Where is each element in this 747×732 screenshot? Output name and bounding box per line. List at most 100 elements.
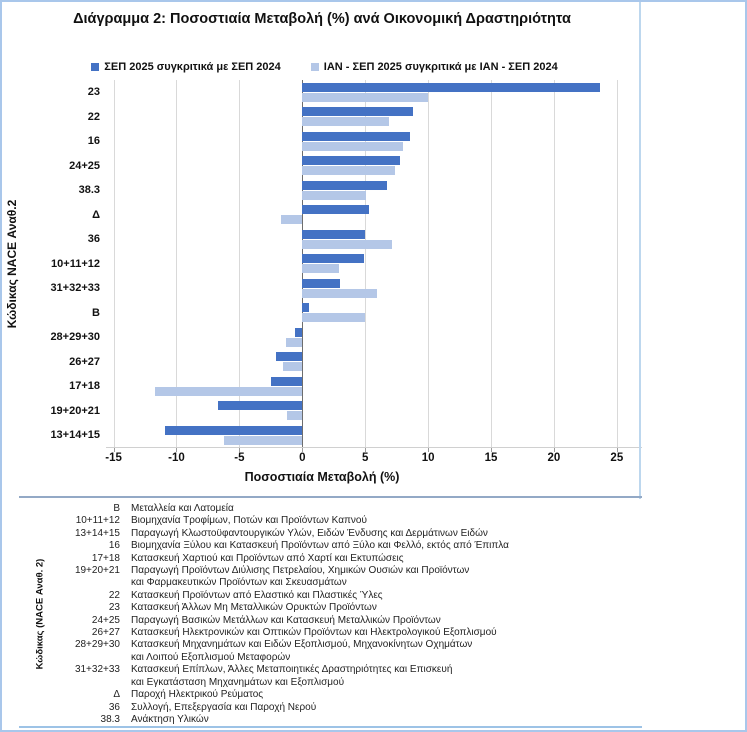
- legend-marker-dark-blue-icon: [91, 63, 100, 71]
- table-row: 24+25 Παραγωγή Βασικών Μετάλλων και Κατασ…: [58, 615, 678, 627]
- gridline: [491, 80, 492, 447]
- table-row: 26+27 Κατασκευή Ηλεκτρονικών και Οπτικών …: [58, 627, 678, 639]
- table-description-line: Παραγωγή Κλωστοϋφαντουργικών Υλών, Ειδών…: [131, 527, 488, 539]
- table-description-cell: Βιομηχανία Τροφίμων, Ποτών και Προϊόντων…: [131, 515, 367, 527]
- table-code-cell: 10+11+12: [75, 515, 120, 527]
- table-description-cell: Κατασκευή Χαρτιού και Προϊόντων από Χαρτ…: [131, 553, 404, 565]
- table-row: 22 Κατασκευή Προϊόντων από Ελαστικό και Π…: [58, 590, 678, 602]
- category-row-38.3: [106, 178, 642, 203]
- category-label-17+18: 17+18: [69, 380, 100, 393]
- table-code-cell: B: [113, 503, 120, 514]
- table-description-line: Κατασκευή Προϊόντων από Ελαστικό και Πλα…: [131, 589, 383, 601]
- x-tick-mark: [113, 448, 115, 452]
- table-code-cell: 17+18: [91, 552, 120, 564]
- zero-axis-line: [302, 80, 304, 447]
- table-row: 31+32+33 Κατασκευή Επίπλων, Άλλες Μεταποι…: [58, 664, 678, 689]
- y-axis-title: Κώδικας NACE Αναθ.2: [5, 199, 19, 329]
- bar-10+11+12-series0: [302, 254, 364, 264]
- category-label-16: 16: [87, 135, 100, 148]
- table-row: 16 Βιομηχανία Ξύλου και Κατασκευή Προϊόντ…: [58, 540, 678, 552]
- category-label-13+14+15: 13+14+15: [50, 429, 100, 442]
- bar-38.3-series0: [302, 180, 387, 190]
- bar-28+29+30-series1: [285, 337, 303, 347]
- table-description-cell: Κατασκευή Άλλων Μη Μεταλλικών Ορυκτών Πρ…: [131, 602, 377, 614]
- bar-19+20+21-series0: [217, 401, 303, 411]
- category-row-19+20+21: [106, 399, 642, 424]
- bar-23-series0: [302, 82, 601, 92]
- bar-28+29+30-series0: [294, 327, 303, 337]
- table-description-line: Συλλογή, Επεξεργασία και Παροχή Νερού: [131, 701, 317, 713]
- bar-23-series1: [302, 92, 429, 102]
- table-description-line: Κατασκευή Επίπλων, Άλλες Μεταποιητικές Δ…: [131, 664, 453, 676]
- category-row-23: [106, 80, 642, 105]
- table-code-cell: 36: [108, 701, 120, 713]
- category-label-38.3: 38.3: [78, 184, 100, 197]
- bar-Δ-series1: [280, 215, 303, 225]
- table-description-cell: Κατασκευή Επίπλων, Άλλες Μεταποιητικές Δ…: [131, 664, 452, 689]
- category-row-26+27: [106, 350, 642, 375]
- category-row-17+18: [106, 374, 642, 399]
- chart-table-separator-line: [19, 496, 642, 498]
- table-code-cell: 24+25: [91, 614, 120, 626]
- bar-24+25-series0: [302, 156, 401, 166]
- legend-label-sep: ΣΕΠ 2025 συγκριτικά με ΣΕΠ 2024: [104, 61, 281, 73]
- table-description-cell: Συλλογή, Επεξεργασία και Παροχή Νερού: [131, 702, 316, 714]
- gridline: [365, 80, 367, 447]
- x-tick-label-15: 15: [484, 452, 498, 464]
- table-code-cell: 22: [108, 589, 120, 601]
- legend-label-ian-sep: ΙΑΝ - ΣΕΠ 2025 συγκριτικά με ΙΑΝ - ΣΕΠ 2…: [323, 61, 558, 73]
- table-row: 17+18 Κατασκευή Χαρτιού και Προϊόντων από…: [58, 553, 678, 565]
- table-description-line: Κατασκευή Ηλεκτρονικών και Οπτικών Προϊό…: [131, 627, 497, 639]
- x-axis-title: Ποσοστιαία Μεταβολή (%): [244, 470, 400, 484]
- table-row: 23 Κατασκευή Άλλων Μη Μεταλλικών Ορυκτών …: [58, 602, 678, 614]
- table-code-cell: 23: [108, 602, 120, 614]
- table-description-cell: Παραγωγή Προϊόντων Διύλισης Πετρελαίου, …: [131, 565, 469, 590]
- category-label-22: 22: [87, 110, 100, 123]
- category-label-10+11+12: 10+11+12: [51, 257, 100, 270]
- table-description-line: και Λοιπού Εξοπλισμού Μεταφορών: [131, 651, 291, 663]
- plot-area: [106, 80, 642, 448]
- table-description-cell: Βιομηχανία Ξύλου και Κατασκευή Προϊόντων…: [131, 540, 509, 552]
- bar-16-series1: [302, 141, 403, 151]
- x-tick-mark: [553, 448, 555, 452]
- bar-36-series0: [302, 229, 366, 239]
- legend-marker-light-blue-icon: [310, 63, 319, 71]
- category-label-23: 23: [87, 86, 100, 98]
- table-description-cell: Κατασκευή Μηχανημάτων και Ειδών Εξοπλισμ…: [131, 639, 472, 664]
- table-row: 19+20+21 Παραγωγή Προϊόντων Διύλισης Πετρ…: [58, 565, 678, 590]
- table-row: 13+14+15 Παραγωγή Κλωστοϋφαντουργικών Υλώ…: [58, 528, 678, 540]
- category-axis-labels: 23 22 16 24+25 38.3 Δ 36 10+11+12 31+32+33 B 28+29…: [30, 80, 100, 448]
- table-description-cell: Ανάκτηση Υλικών: [131, 714, 209, 726]
- category-row-28+29+30: [106, 325, 642, 350]
- table-code-cell: 38.3: [100, 713, 120, 725]
- table-description-line: Παραγωγή Βασικών Μετάλλων και Κατασκευή …: [131, 614, 441, 626]
- gridline: [428, 80, 430, 447]
- table-row: 28+29+30 Κατασκευή Μηχανημάτων και Ειδών …: [58, 639, 678, 664]
- bar-19+20+21-series1: [287, 411, 303, 421]
- category-row-10+11+12: [106, 252, 642, 277]
- bar-Δ-series0: [302, 205, 369, 215]
- category-row-B: [106, 301, 642, 326]
- table-description-line: Παραγωγή Προϊόντων Διύλισης Πετρελαίου, …: [131, 565, 470, 577]
- table-description-line: Κατασκευή Άλλων Μη Μεταλλικών Ορυκτών Πρ…: [131, 602, 377, 614]
- table-description-cell: Κατασκευή Ηλεκτρονικών και Οπτικών Προϊό…: [131, 627, 497, 639]
- table-code-cell: 16: [108, 540, 120, 552]
- table-row: Δ Παροχή Ηλεκτρικού Ρεύματος: [58, 689, 678, 701]
- category-row-31+32+33: [106, 276, 642, 301]
- table-description-line: Κατασκευή Χαρτιού και Προϊόντων από Χαρτ…: [131, 552, 404, 564]
- bar-26+27-series0: [275, 352, 303, 362]
- code-table-side-label: Κώδικας (NACE Αναθ. 2): [34, 558, 46, 670]
- category-label-B: B: [92, 306, 100, 319]
- x-tick-label-10: 10: [421, 452, 435, 464]
- table-code-cell: 13+14+15: [74, 527, 120, 539]
- table-row: 36 Συλλογή, Επεξεργασία και Παροχή Νερού: [58, 702, 678, 714]
- gridline: [553, 80, 555, 447]
- bar-22-series0: [302, 107, 413, 117]
- table-description-cell: Παραγωγή Κλωστοϋφαντουργικών Υλών, Ειδών…: [131, 528, 488, 540]
- gridline: [176, 80, 178, 447]
- gridline: [113, 80, 115, 447]
- chart-legend: ΣΕΠ 2025 συγκριτικά με ΣΕΠ 2024 ΙΑΝ - ΣΕ…: [2, 61, 647, 73]
- bar-17+18-series1: [155, 386, 303, 396]
- bar-13+14+15-series0: [165, 425, 303, 435]
